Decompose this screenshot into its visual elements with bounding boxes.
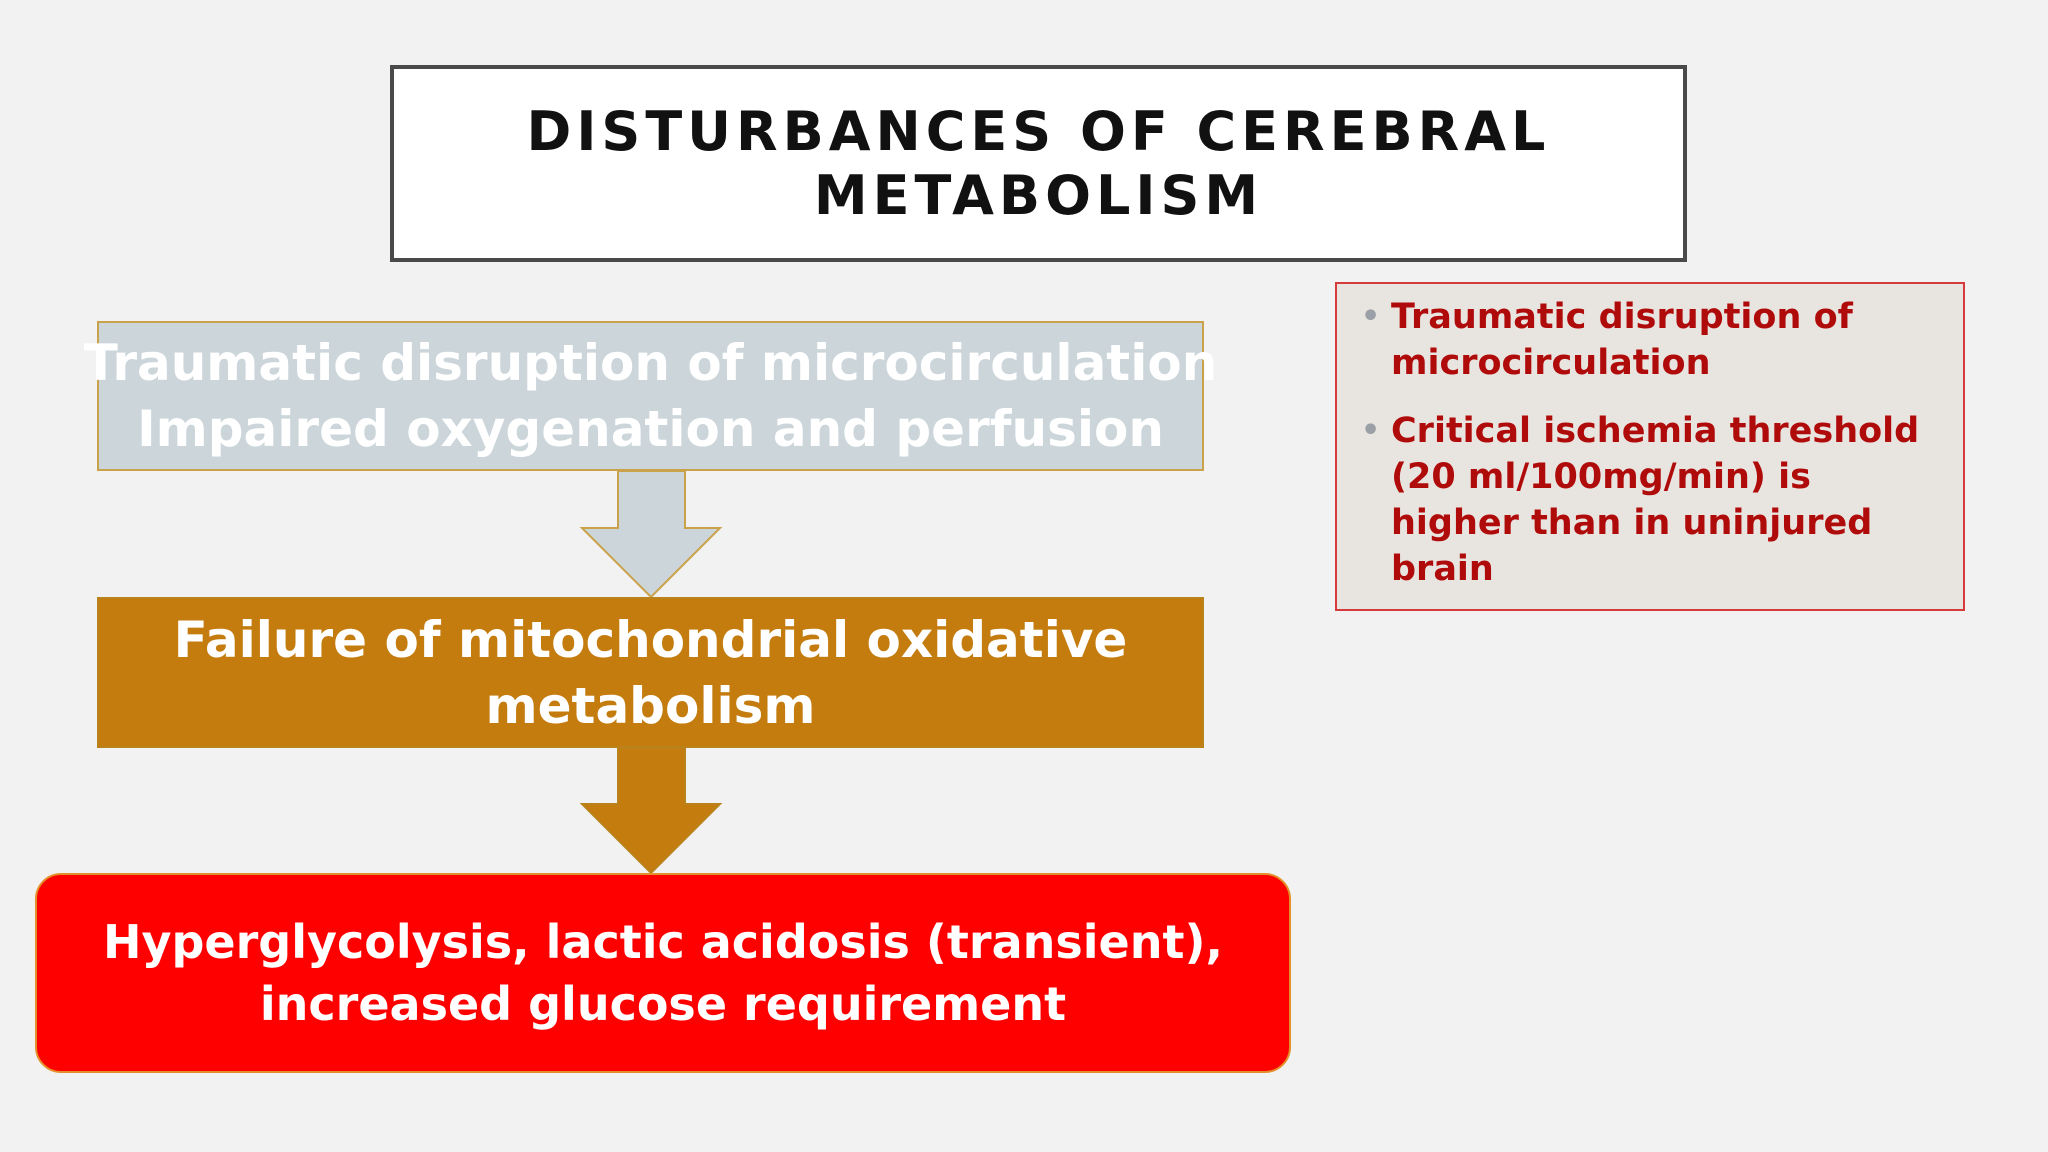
slide-title-line-1: DISTURBANCES OF CEREBRAL: [526, 99, 1551, 163]
notes-list: • Traumatic disruption of microcirculati…: [1353, 294, 1943, 592]
arrow-step1-to-step2: [579, 470, 723, 599]
bullet-dot-icon: •: [1361, 299, 1381, 334]
flow-step-hyperglycolysis: Hyperglycolysis, lactic acidosis (transi…: [35, 873, 1291, 1073]
flow-step-3-line-2: increased glucose requirement: [259, 977, 1067, 1031]
flow-step-microcirculation: Traumatic disruption of microcirculation…: [84, 321, 1217, 471]
arrow-step2-to-step3: [579, 747, 723, 875]
note-item: • Critical ischemia threshold (20 ml/100…: [1353, 408, 1943, 592]
flow-step-1-line-1: Traumatic disruption of microcirculation: [83, 334, 1218, 392]
slide-title-line-2: METABOLISM: [813, 163, 1264, 227]
notes-panel: • Traumatic disruption of microcirculati…: [1335, 282, 1965, 611]
flow-step-mitochondrial-failure: Failure of mitochondrial oxidative metab…: [97, 597, 1204, 748]
note-item: • Traumatic disruption of microcirculati…: [1353, 294, 1943, 386]
note-text: Critical ischemia threshold (20 ml/100mg…: [1391, 411, 1920, 589]
flow-step-2-line-1: Failure of mitochondrial oxidative: [173, 610, 1128, 669]
note-text: Traumatic disruption of microcirculation: [1391, 297, 1853, 383]
bullet-dot-icon: •: [1361, 413, 1381, 448]
flow-step-3-line-1: Hyperglycolysis, lactic acidosis (transi…: [103, 915, 1223, 969]
flow-step-1-line-2: Impaired oxygenation and perfusion: [137, 400, 1164, 458]
flow-step-2-line-2: metabolism: [485, 676, 816, 735]
slide-title-box: DISTURBANCES OF CEREBRAL METABOLISM: [390, 65, 1687, 262]
